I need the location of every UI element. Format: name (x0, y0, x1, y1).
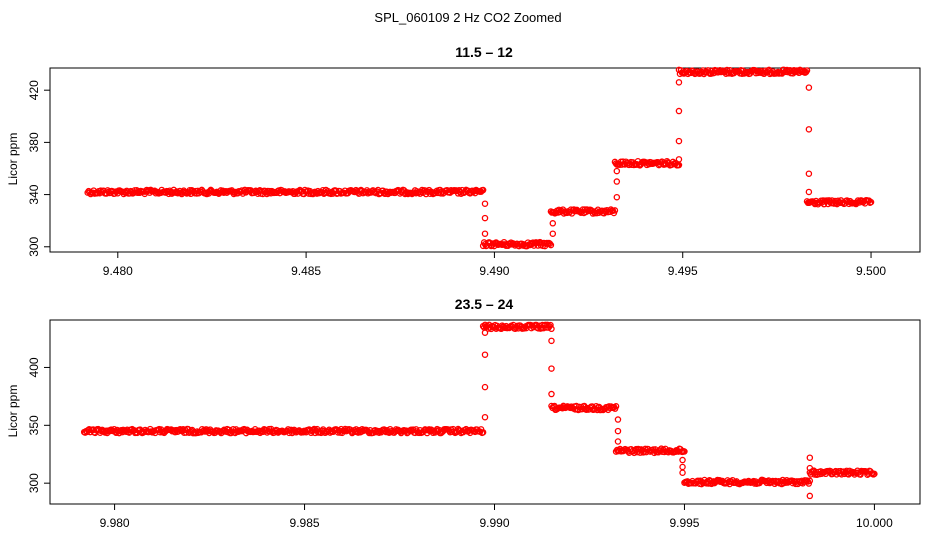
transition-point (613, 167, 621, 175)
transition-point (481, 383, 489, 391)
transition-point (675, 107, 683, 115)
transition-point (614, 427, 622, 435)
data-points-top (84, 66, 875, 250)
transition-point (805, 84, 813, 91)
transition-point (548, 365, 555, 372)
data-points-bottom (80, 321, 878, 500)
data-point (612, 403, 620, 410)
y-axis-label-bottom: Licor ppm (6, 385, 20, 438)
transition-point (549, 220, 557, 227)
y-tick-label: 350 (27, 415, 41, 435)
transition-point (481, 351, 489, 358)
chart-panel-top: 11.5 – 12 Licor ppm 9.480 9.485 9.490 9.495… (6, 44, 921, 278)
chart-title-top: 11.5 – 12 (455, 44, 513, 60)
transition-point (481, 329, 489, 336)
data-point (479, 429, 487, 436)
transition-point (548, 390, 555, 398)
y-tick-label: 300 (27, 473, 41, 493)
x-tick-label: 9.495 (668, 264, 698, 278)
axis-ticks-top: 9.480 9.485 9.490 9.495 9.500 300 340 380 420 (27, 80, 886, 278)
x-tick-label: 10.000 (856, 516, 893, 530)
x-tick-label: 9.485 (291, 264, 321, 278)
y-tick-label: 400 (27, 357, 41, 377)
plot-frame-bottom (49, 319, 921, 505)
x-tick-label: 9.985 (290, 516, 320, 530)
plot-frame-top (49, 67, 921, 253)
data-point (867, 198, 875, 206)
transition-point (806, 464, 814, 472)
data-point (479, 186, 487, 194)
transition-point (548, 337, 555, 345)
data-point (547, 321, 554, 329)
transition-point (805, 170, 813, 177)
y-tick-label: 420 (27, 80, 41, 100)
x-tick-label: 9.490 (479, 264, 509, 278)
y-tick-label: 340 (27, 184, 41, 204)
transition-point (675, 79, 683, 86)
transition-point (481, 413, 489, 421)
transition-point (679, 469, 686, 476)
transition-point (614, 438, 622, 445)
transition-point (805, 188, 813, 196)
transition-point (613, 178, 621, 185)
transition-point (679, 463, 686, 471)
y-axis-label-top: Licor ppm (6, 133, 20, 186)
transition-point (806, 454, 814, 461)
transition-point (481, 214, 489, 222)
transition-point (675, 137, 683, 145)
data-point (597, 406, 605, 414)
data-point (806, 477, 814, 485)
figure-title: SPL_060109 2 Hz CO2 Zoomed (374, 10, 561, 25)
data-point (547, 241, 555, 249)
data-point (548, 325, 555, 333)
transition-point (481, 200, 489, 207)
transition-point (675, 156, 683, 163)
transition-point (481, 230, 489, 237)
transition-point (805, 126, 813, 133)
data-point (871, 470, 878, 478)
x-tick-label: 9.995 (669, 516, 699, 530)
transition-point (806, 492, 814, 500)
y-tick-label: 300 (27, 236, 41, 256)
x-tick-label: 9.500 (856, 264, 886, 278)
transition-point (679, 456, 686, 464)
data-point (681, 448, 688, 455)
x-tick-label: 9.480 (103, 264, 133, 278)
data-point (803, 67, 811, 74)
chart-title-bottom: 23.5 – 24 (455, 296, 514, 312)
data-point (611, 207, 619, 214)
x-tick-label: 9.980 (100, 516, 130, 530)
transition-point (613, 193, 621, 201)
x-tick-label: 9.990 (479, 516, 509, 530)
axis-ticks-bottom: 9.980 9.985 9.990 9.995 10.000 300 350 400 (27, 357, 893, 530)
y-tick-label: 380 (27, 132, 41, 152)
transition-point (549, 230, 557, 237)
transition-point (614, 416, 622, 423)
chart-panel-bottom: 23.5 – 24 Licor ppm 9.980 9.985 9.990 9.995… (6, 296, 921, 530)
